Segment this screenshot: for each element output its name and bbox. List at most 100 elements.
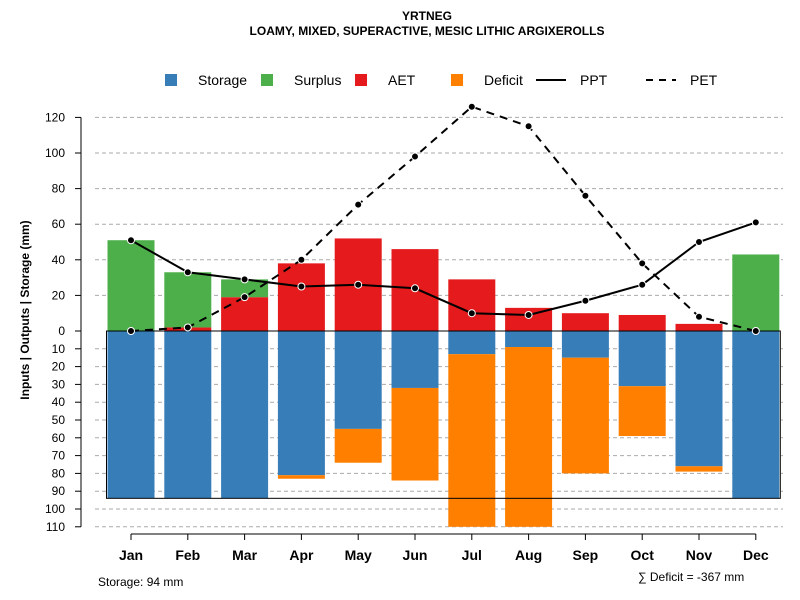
y-tick-label: 100 <box>45 502 65 516</box>
aet-bar <box>221 297 269 331</box>
storage-bar <box>164 331 212 499</box>
y-tick-label: 110 <box>46 520 65 534</box>
pet-point <box>183 323 192 332</box>
deficit-bar <box>391 387 439 481</box>
ppt-point <box>354 280 363 289</box>
ppt-point <box>695 238 703 246</box>
y-tick-label: 60 <box>52 431 66 445</box>
storage-bar <box>675 331 723 467</box>
pet-point <box>467 102 476 111</box>
x-tick-label: Dec <box>743 547 769 563</box>
aet-bar <box>448 279 496 331</box>
legend-label: PET <box>690 72 718 88</box>
storage-bar <box>618 331 666 387</box>
y-tick-label: 20 <box>52 288 66 302</box>
x-tick-label: Jun <box>403 547 428 563</box>
legend-swatch <box>451 74 463 86</box>
y-tick-label: 40 <box>52 395 66 409</box>
y-tick-label: 60 <box>52 217 66 231</box>
deficit-bar <box>505 347 553 527</box>
ppt-point <box>240 275 249 284</box>
storage-bar <box>505 331 553 348</box>
x-tick-label: Oct <box>631 547 655 563</box>
ppt-point <box>638 280 647 289</box>
pet-point <box>411 152 419 161</box>
lines-group <box>127 102 760 335</box>
ppt-point <box>411 284 419 293</box>
x-tick-label: Jan <box>119 547 143 563</box>
x-tick-label: May <box>345 547 372 563</box>
x-tick-label: Feb <box>175 547 200 563</box>
y-tick-label: 120 <box>45 110 65 124</box>
pet-point <box>524 122 533 131</box>
ppt-point <box>297 282 306 291</box>
pet-point <box>354 200 363 209</box>
pet-point <box>581 191 590 200</box>
storage-note: Storage: 94 mm <box>98 575 184 589</box>
bars-group <box>107 238 780 527</box>
deficit-bar <box>334 428 382 463</box>
legend-label: Surplus <box>294 72 341 88</box>
legend-label: PPT <box>580 72 608 88</box>
deficit-bar <box>618 386 666 437</box>
storage-bar <box>448 331 496 355</box>
chart-subtitle: LOAMY, MIXED, SUPERACTIVE, MESIC LITHIC … <box>249 24 605 38</box>
legend-swatch <box>261 74 273 86</box>
plot-frame <box>106 330 781 499</box>
y-tick-label: 80 <box>52 182 66 196</box>
pet-point <box>638 259 647 268</box>
aet-bar <box>675 323 723 331</box>
legend-label: AET <box>388 72 416 88</box>
ppt-point <box>581 296 590 305</box>
aet-bar <box>277 263 325 331</box>
pet-point <box>695 312 703 321</box>
ppt-point <box>524 310 533 319</box>
pet-point <box>297 255 306 264</box>
legend-swatch <box>165 74 177 86</box>
pet-point <box>240 293 249 302</box>
storage-bar <box>391 331 439 388</box>
legend-label: Storage <box>198 72 247 88</box>
y-tick-label: 70 <box>52 449 66 463</box>
x-tick-label: Sep <box>573 547 599 563</box>
y-tick-label: 100 <box>45 146 65 160</box>
x-tick-label: Apr <box>289 547 314 563</box>
y-tick-label: 90 <box>52 484 66 498</box>
y-axis-label: Inputs | Outputs | Storage (mm) <box>18 220 32 400</box>
aet-bar <box>618 314 666 331</box>
x-tick-label: Nov <box>686 547 713 563</box>
pet-point <box>751 327 760 335</box>
surplus-bar <box>221 279 269 298</box>
legend-swatch <box>355 74 367 86</box>
ppt-point <box>467 309 476 318</box>
y-tick-label: 30 <box>52 377 66 391</box>
deficit-bar <box>675 466 723 472</box>
storage-bar <box>561 331 609 358</box>
pet-line <box>130 105 757 332</box>
storage-bar <box>107 331 155 499</box>
deficit-bar <box>277 475 325 479</box>
y-tick-label: 20 <box>52 360 66 374</box>
axes-group: 0 20 40 60 80 100 120 10 20 30 40 50 60 70 80 90 100 110 J… <box>45 110 769 563</box>
surplus-bar <box>732 254 780 331</box>
y-tick-label: 0 <box>58 324 65 338</box>
storage-bar <box>277 331 325 476</box>
aet-bar <box>561 313 609 331</box>
x-tick-label: Aug <box>515 547 542 563</box>
legend-label: Deficit <box>484 72 523 88</box>
ppt-point <box>127 236 135 245</box>
deficit-bar <box>448 354 496 527</box>
deficit-bar <box>561 357 609 474</box>
y-tick-label: 50 <box>52 413 66 427</box>
storage-bar <box>221 331 269 499</box>
x-tick-label: Mar <box>232 547 257 563</box>
ppt-point <box>751 218 760 227</box>
x-tick-label: Jul <box>462 547 482 563</box>
chart-title: YRTNEG <box>401 9 452 23</box>
y-tick-label: 80 <box>52 466 66 480</box>
deficit-total-note: ∑ Deficit = -367 mm <box>638 570 745 584</box>
ppt-point <box>183 268 192 277</box>
surplus-bar <box>107 240 155 331</box>
storage-bar <box>732 331 780 499</box>
